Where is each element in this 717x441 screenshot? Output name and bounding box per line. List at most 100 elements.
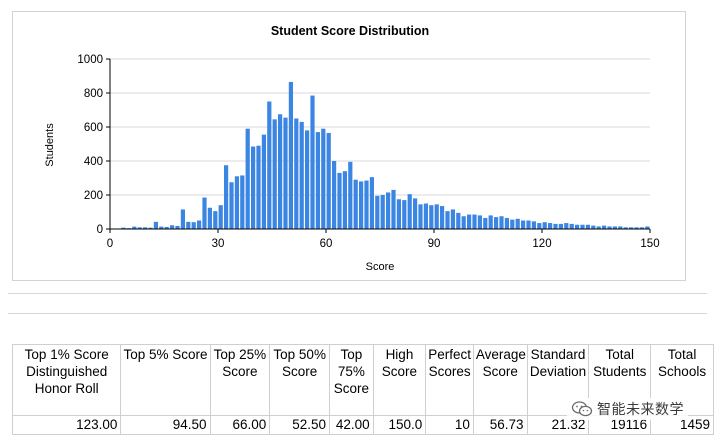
histogram-bar — [256, 145, 261, 229]
value-top1: 123.00 — [11, 415, 122, 435]
header-perfect-scores: Perfect Scores — [425, 344, 474, 416]
histogram-bar — [607, 226, 612, 229]
histogram-bar — [261, 134, 266, 229]
histogram-bar — [472, 214, 477, 229]
histogram-bar — [321, 128, 326, 229]
histogram-bar — [591, 225, 596, 229]
histogram-bar — [391, 189, 396, 229]
histogram-bar — [483, 217, 488, 229]
header-top5: Top 5% Score — [120, 344, 211, 416]
histogram-bar — [494, 217, 499, 229]
histogram-bar — [467, 214, 472, 229]
histogram-bar — [164, 226, 169, 229]
histogram-bar — [348, 161, 353, 229]
value-top75: 42.00 — [329, 415, 374, 435]
histogram-bar — [413, 198, 418, 229]
histogram-bar — [564, 223, 569, 229]
histogram-bar — [602, 225, 607, 229]
x-tick-label: 150 — [640, 238, 659, 250]
histogram-bar — [294, 118, 299, 229]
histogram-bar — [283, 117, 288, 229]
histogram-bar — [191, 222, 196, 229]
axes: 0 200 400 600 800 1000 0 30 60 90 120 150 — [77, 54, 659, 250]
histogram-bar — [461, 216, 466, 229]
histogram-bar — [639, 227, 644, 229]
y-tick-label: 1000 — [77, 54, 103, 66]
histogram-bar — [332, 161, 337, 229]
value-perfect-scores: 10 — [425, 415, 474, 435]
histogram-bar — [429, 205, 434, 229]
histogram-bar — [170, 225, 175, 229]
histogram-bar — [585, 224, 590, 229]
histogram-bar — [240, 175, 245, 229]
histogram-bar — [315, 132, 320, 229]
histogram-bar — [407, 194, 412, 229]
histogram-bar — [278, 114, 283, 229]
histogram-bar — [380, 195, 385, 229]
histogram-bar — [197, 220, 202, 229]
histogram-bar — [143, 227, 148, 229]
histogram-bar — [499, 216, 504, 229]
histogram-bar — [629, 227, 634, 229]
divider — [8, 293, 707, 294]
histogram-bar — [515, 218, 520, 229]
score-histogram: 0 200 400 600 800 1000 0 30 60 90 120 150 Student S… — [44, 24, 660, 273]
x-tick-label: 120 — [532, 238, 551, 250]
histogram-bar — [575, 224, 580, 229]
histogram-bar — [396, 199, 401, 229]
histogram-bar — [526, 220, 531, 229]
histogram-bar — [369, 177, 374, 229]
x-tick-label: 60 — [320, 238, 333, 250]
histogram-bar — [159, 226, 164, 229]
y-axis-label: Students — [44, 123, 56, 167]
histogram-bar — [137, 227, 142, 229]
histogram-bar — [450, 209, 455, 229]
histogram-bar — [510, 219, 515, 229]
histogram-bar — [537, 223, 542, 229]
y-tick-label: 200 — [84, 190, 103, 202]
histogram-bar — [213, 211, 218, 229]
stats-header-row: Top 1% Score Distinguished Honor Roll To… — [11, 344, 714, 416]
y-tick-label: 400 — [84, 156, 103, 168]
histogram-bar — [553, 223, 558, 229]
histogram-bar — [612, 226, 617, 229]
divider — [8, 313, 707, 314]
histogram-bar — [364, 180, 369, 229]
histogram-bar — [531, 221, 536, 229]
histogram-bar — [548, 223, 553, 229]
histogram-bar — [521, 220, 526, 229]
histogram-bar — [202, 197, 207, 229]
histogram-bar — [153, 221, 158, 229]
histogram-bar — [386, 192, 391, 229]
value-high-score: 150.0 — [372, 415, 427, 435]
watermark: 智能未来数学 — [567, 398, 688, 420]
chart-panel: 0 200 400 600 800 1000 0 30 60 90 120 150 Student S… — [12, 11, 686, 281]
watermark-text: 智能未来数学 — [597, 402, 684, 418]
histogram-bar — [359, 181, 364, 229]
header-top75: Top 75% Score — [329, 344, 374, 416]
histogram-bar — [337, 172, 342, 229]
header-high-score: High Score — [372, 344, 427, 416]
histogram-bar — [180, 209, 185, 229]
histogram-bar — [645, 226, 650, 229]
value-top25: 66.00 — [209, 415, 271, 435]
histogram-bar — [310, 95, 315, 229]
histogram-bar — [267, 101, 272, 229]
stats-value-row: 123.00 94.50 66.00 52.50 42.00 150.0 10 … — [11, 415, 714, 435]
histogram-bar — [477, 215, 482, 229]
histogram-bar — [456, 212, 461, 229]
histogram-bar — [229, 182, 234, 229]
histogram-bar — [251, 146, 256, 229]
y-tick-label: 0 — [97, 224, 103, 236]
histogram-bar — [623, 227, 628, 229]
histogram-bar — [272, 119, 277, 229]
histogram-bar — [305, 130, 310, 229]
histogram-bar — [245, 128, 250, 229]
histogram-bar — [326, 132, 331, 229]
histogram-bar — [423, 203, 428, 229]
grid-lines — [110, 58, 650, 196]
histogram-bar — [558, 223, 563, 229]
histogram-bar — [618, 226, 623, 229]
y-tick-label: 600 — [84, 122, 103, 134]
x-tick-label: 0 — [107, 238, 113, 250]
